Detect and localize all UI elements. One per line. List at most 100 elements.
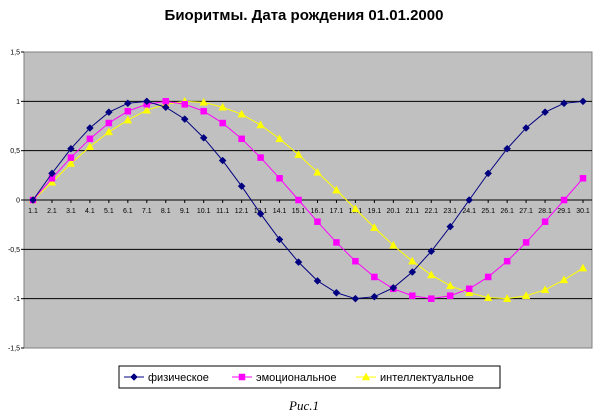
data-point bbox=[218, 156, 227, 165]
data-point bbox=[541, 218, 549, 225]
x-tick-label: 21.1 bbox=[405, 208, 419, 215]
data-point bbox=[67, 144, 75, 153]
data-point bbox=[446, 281, 455, 290]
x-tick-label: 7.1 bbox=[142, 208, 152, 215]
x-tick-label: 19.1 bbox=[368, 208, 382, 215]
data-point bbox=[48, 169, 56, 178]
data-point bbox=[371, 273, 378, 281]
data-point bbox=[521, 291, 531, 299]
data-point bbox=[142, 105, 152, 114]
data-point bbox=[275, 235, 284, 244]
data-point bbox=[199, 133, 208, 142]
x-tick-label: 29.1 bbox=[557, 208, 571, 215]
x-tick-label: 5.1 bbox=[104, 208, 114, 215]
series-triangle bbox=[28, 96, 588, 302]
data-point bbox=[522, 239, 530, 246]
y-tick-label: 1,5 bbox=[10, 50, 20, 57]
data-point bbox=[237, 182, 246, 191]
figure-caption: Рис.1 bbox=[289, 398, 319, 413]
data-point bbox=[408, 256, 417, 265]
data-point bbox=[540, 285, 550, 294]
y-tick-label: -1,5 bbox=[8, 346, 20, 353]
data-point bbox=[502, 294, 512, 302]
data-point bbox=[86, 124, 94, 132]
data-point bbox=[559, 275, 569, 284]
legend-label: интеллектуальное bbox=[380, 372, 474, 384]
data-point bbox=[295, 196, 302, 204]
data-point bbox=[522, 124, 530, 132]
data-point bbox=[313, 167, 322, 176]
data-point bbox=[161, 103, 170, 112]
series-diamond bbox=[29, 97, 587, 303]
data-point bbox=[579, 97, 587, 106]
x-tick-label: 24.1 bbox=[462, 208, 476, 215]
data-point bbox=[105, 119, 113, 127]
data-point bbox=[218, 102, 227, 111]
series-line bbox=[32, 100, 584, 300]
data-point bbox=[294, 150, 303, 158]
data-point bbox=[47, 177, 57, 186]
data-point bbox=[275, 134, 284, 143]
legend: физическое эмоциональное интеллектуальное bbox=[118, 365, 501, 389]
x-tick-label: 23.1 bbox=[443, 208, 457, 215]
data-point bbox=[484, 169, 493, 178]
data-point bbox=[465, 196, 474, 204]
data-point bbox=[66, 158, 76, 167]
x-tick-label: 17.1 bbox=[330, 208, 344, 215]
x-tick-label: 12.1 bbox=[235, 208, 249, 215]
x-tick-label: 4.1 bbox=[85, 208, 95, 215]
data-point bbox=[276, 175, 283, 182]
data-point bbox=[123, 115, 133, 124]
data-point bbox=[427, 270, 436, 279]
x-tick-label: 3.1 bbox=[66, 208, 76, 215]
data-point bbox=[408, 268, 417, 276]
y-tick-label: -0,5 bbox=[8, 247, 20, 254]
data-point bbox=[142, 97, 151, 106]
data-point bbox=[465, 285, 473, 293]
legend-label: физическое bbox=[148, 372, 209, 384]
data-point bbox=[483, 293, 493, 301]
data-point bbox=[464, 288, 474, 296]
data-point bbox=[294, 258, 303, 267]
data-point bbox=[313, 277, 322, 285]
x-tick-label: 2.1 bbox=[47, 208, 57, 215]
data-point bbox=[180, 115, 189, 123]
x-tick-label: 27.1 bbox=[519, 208, 533, 215]
x-tick-label: 20.1 bbox=[387, 208, 401, 215]
data-point bbox=[427, 247, 436, 256]
x-tick-label: 30.1 bbox=[576, 208, 590, 215]
x-tick-label: 8.1 bbox=[161, 208, 171, 215]
y-tick-label: 0 bbox=[16, 198, 20, 205]
data-point bbox=[541, 108, 549, 117]
x-tick-label: 16.1 bbox=[311, 208, 325, 215]
data-point bbox=[409, 292, 416, 299]
data-point bbox=[257, 154, 264, 161]
legend-label: эмоциональное bbox=[256, 372, 337, 384]
data-point bbox=[219, 119, 226, 127]
data-point bbox=[104, 127, 114, 136]
data-point bbox=[370, 223, 379, 231]
legend-marker bbox=[238, 373, 246, 381]
x-tick-label: 14.1 bbox=[273, 208, 287, 215]
data-point bbox=[314, 218, 321, 225]
chart-title: Биоритмы. Дата рождения 01.01.2000 bbox=[165, 7, 444, 24]
data-point bbox=[123, 99, 132, 108]
data-point bbox=[503, 144, 511, 153]
data-point bbox=[333, 239, 340, 246]
x-tick-label: 15.1 bbox=[292, 208, 306, 215]
data-point bbox=[446, 222, 455, 231]
legend-marker bbox=[361, 372, 371, 381]
data-point bbox=[86, 135, 94, 143]
data-point bbox=[484, 273, 492, 281]
data-point bbox=[256, 209, 265, 218]
data-point bbox=[105, 108, 113, 117]
data-point bbox=[352, 257, 359, 265]
data-point bbox=[578, 263, 588, 272]
data-point bbox=[332, 288, 341, 297]
x-tick-label: 1.1 bbox=[28, 208, 38, 215]
data-point bbox=[428, 295, 435, 302]
axes: 1,5 1 0,5 0 -0,5 -1 -1,5 1.1 2.1 3.1 4.1 5.1 6.1 7.1 8… bbox=[8, 50, 592, 353]
y-tick-label: 0,5 bbox=[10, 148, 20, 155]
legend-box bbox=[118, 365, 501, 389]
data-point bbox=[199, 97, 208, 106]
